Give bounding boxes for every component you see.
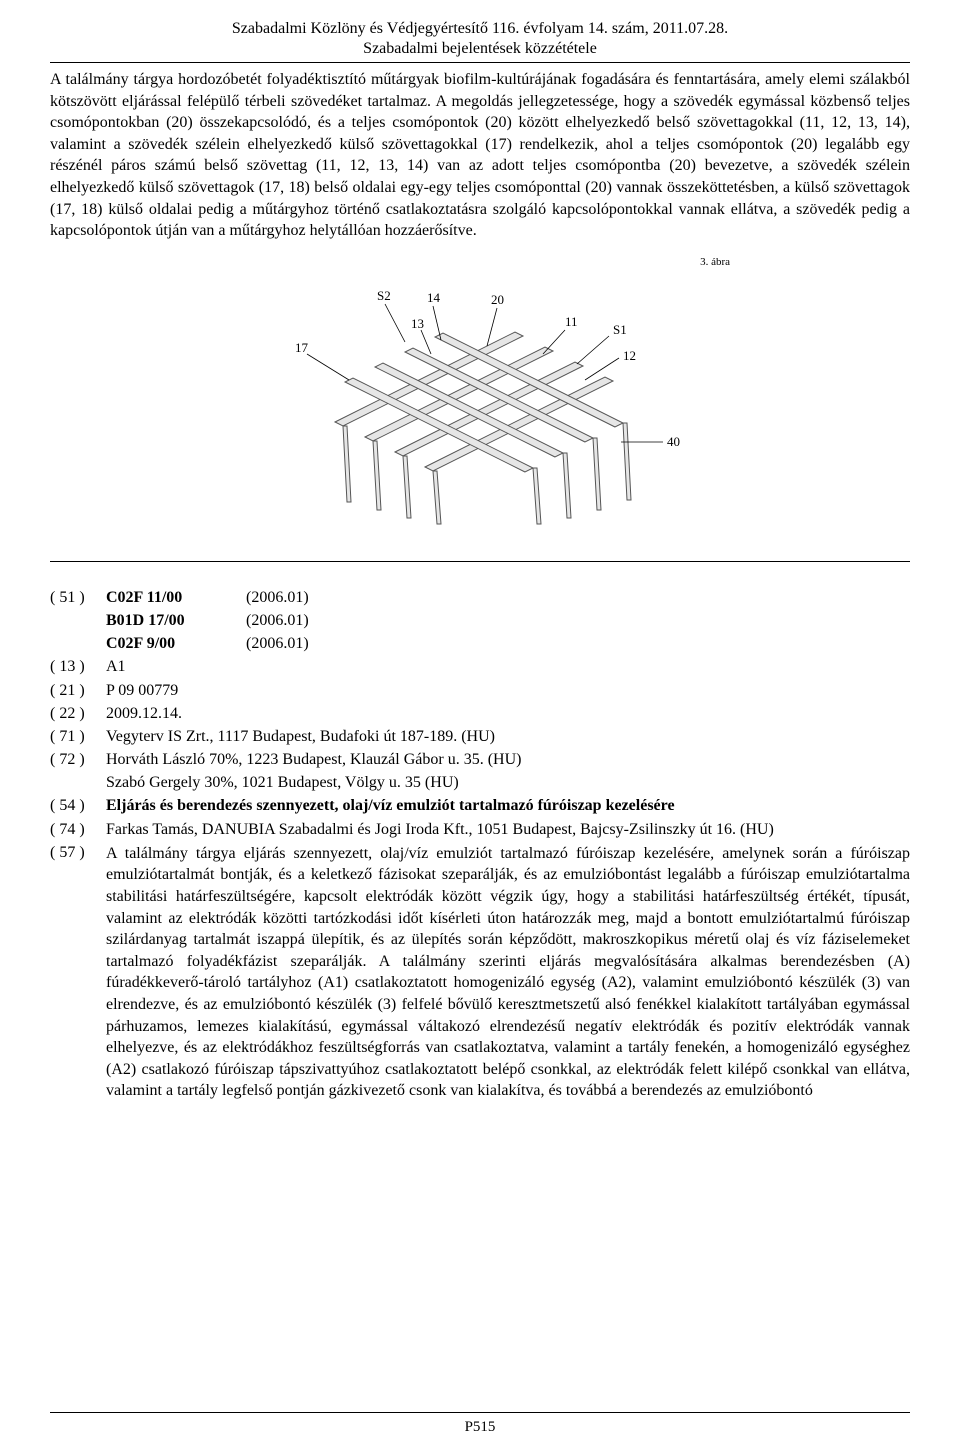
fig-label-14: 14 bbox=[427, 290, 441, 305]
record-block: ( 51 ) C02F 11/00 (2006.01) B01D 17/00 (… bbox=[50, 586, 910, 1102]
fig-label-S1: S1 bbox=[613, 322, 627, 337]
field-22: ( 22 ) 2009.12.14. bbox=[50, 702, 910, 725]
ipc-ver-0: (2006.01) bbox=[246, 586, 309, 609]
footer-rule bbox=[50, 1412, 910, 1413]
fig-label-20: 20 bbox=[491, 292, 504, 307]
field-71: ( 71 ) Vegyterv IS Zrt., 1117 Budapest, … bbox=[50, 725, 910, 748]
fig-label-11: 11 bbox=[565, 314, 578, 329]
ipc-code-2: C02F 9/00 bbox=[106, 632, 246, 655]
field-72: ( 72 ) Horváth László 70%, 1223 Budapest… bbox=[50, 748, 910, 771]
field-51-row-1: B01D 17/00 (2006.01) bbox=[106, 609, 910, 632]
field-51: ( 51 ) C02F 11/00 (2006.01) bbox=[50, 586, 910, 609]
field-72-key: ( 72 ) bbox=[50, 748, 106, 771]
fig-label-S2: S2 bbox=[377, 288, 391, 303]
field-21-val: P 09 00779 bbox=[106, 679, 910, 702]
field-72-line-1: Szabó Gergely 30%, 1021 Budapest, Völgy … bbox=[106, 771, 910, 794]
figure-3: 3. ábra bbox=[50, 256, 910, 537]
field-74-key: ( 74 ) bbox=[50, 818, 106, 841]
header-section-line: Szabadalmi bejelentések közzététele bbox=[50, 40, 910, 58]
figure-svg: 17 S2 14 13 20 11 S1 12 40 bbox=[265, 272, 695, 532]
field-57-key: ( 57 ) bbox=[50, 841, 106, 864]
field-57: ( 57 ) A találmány tárgya eljárás szenny… bbox=[50, 841, 910, 1102]
ipc-code-0: C02F 11/00 bbox=[106, 586, 246, 609]
field-22-val: 2009.12.14. bbox=[106, 702, 910, 725]
field-71-val: Vegyterv IS Zrt., 1117 Budapest, Budafok… bbox=[106, 725, 910, 748]
ipc-ver-2: (2006.01) bbox=[246, 632, 309, 655]
header-journal-line: Szabadalmi Közlöny és Védjegyértesítő 11… bbox=[50, 20, 910, 38]
field-13-key: ( 13 ) bbox=[50, 655, 106, 678]
field-21-key: ( 21 ) bbox=[50, 679, 106, 702]
field-51-key: ( 51 ) bbox=[50, 586, 106, 609]
field-54-title: Eljárás és berendezés szennyezett, olaj/… bbox=[106, 794, 910, 817]
field-72-val-0: Horváth László 70%, 1223 Budapest, Klauz… bbox=[106, 748, 910, 771]
figure-caption: 3. ábra bbox=[50, 256, 730, 268]
field-13: ( 13 ) A1 bbox=[50, 655, 910, 678]
field-74-val: Farkas Tamás, DANUBIA Szabadalmi és Jogi… bbox=[106, 818, 910, 841]
field-57-abstract: A találmány tárgya eljárás szennyezett, … bbox=[106, 843, 910, 1102]
field-13-val: A1 bbox=[106, 655, 910, 678]
field-72-val-1: Szabó Gergely 30%, 1021 Budapest, Völgy … bbox=[106, 771, 459, 794]
record-separator-rule bbox=[50, 561, 910, 562]
field-51-row-2: C02F 9/00 (2006.01) bbox=[106, 632, 910, 655]
field-54-key: ( 54 ) bbox=[50, 794, 106, 817]
page-number: P515 bbox=[50, 1419, 910, 1436]
page: Szabadalmi Közlöny és Védjegyértesítő 11… bbox=[0, 0, 960, 1452]
field-74: ( 74 ) Farkas Tamás, DANUBIA Szabadalmi … bbox=[50, 818, 910, 841]
fig-label-12: 12 bbox=[623, 348, 636, 363]
fig-label-17: 17 bbox=[295, 340, 309, 355]
ipc-ver-1: (2006.01) bbox=[246, 609, 309, 632]
field-21: ( 21 ) P 09 00779 bbox=[50, 679, 910, 702]
header-rule bbox=[50, 62, 910, 63]
ipc-code-1: B01D 17/00 bbox=[106, 609, 246, 632]
field-22-key: ( 22 ) bbox=[50, 702, 106, 725]
field-54: ( 54 ) Eljárás és berendezés szennyezett… bbox=[50, 794, 910, 817]
fig-label-40: 40 bbox=[667, 434, 680, 449]
page-footer: P515 bbox=[50, 1412, 910, 1436]
fig-label-13: 13 bbox=[411, 316, 424, 331]
field-71-key: ( 71 ) bbox=[50, 725, 106, 748]
abstract-top: A találmány tárgya hordozóbetét folyadék… bbox=[50, 69, 910, 242]
